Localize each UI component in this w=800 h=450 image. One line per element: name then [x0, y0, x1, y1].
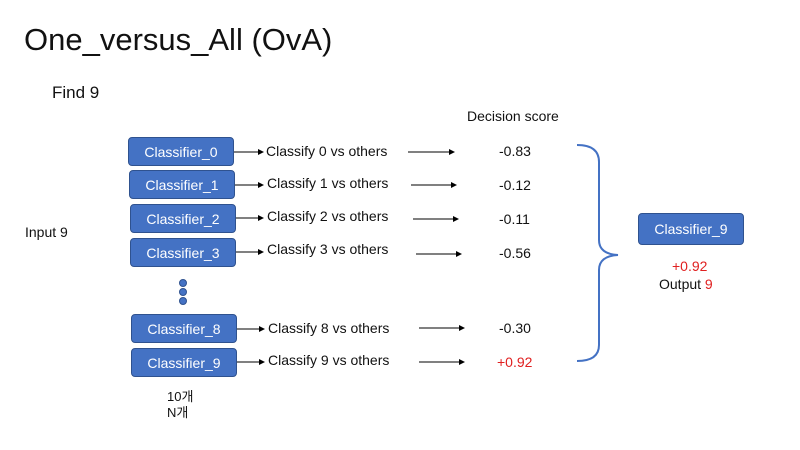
- task-label: Classify 2 vs others: [267, 208, 389, 224]
- ellipsis-dot: [179, 279, 187, 287]
- find-label: Find 9: [52, 83, 100, 102]
- classifier-box: Classifier_2: [130, 204, 236, 233]
- classifier-box: Classifier_3: [130, 238, 236, 267]
- output-classifier-box: Classifier_9: [638, 213, 744, 245]
- right-brace: [576, 144, 619, 362]
- score-value: -0.30: [499, 320, 531, 336]
- classifier-box: Classifier_8: [131, 314, 237, 343]
- task-label: Classify 1 vs others: [267, 175, 389, 191]
- classifier-box: Classifier_0: [128, 137, 234, 166]
- score-value: -0.12: [499, 177, 531, 193]
- classifier-box: Classifier_9: [131, 348, 237, 377]
- score-value: -0.83: [499, 143, 531, 159]
- score-value: -0.56: [499, 245, 531, 261]
- page-title: One_versus_All (OvA): [24, 22, 333, 57]
- input-label: Input 9: [25, 224, 68, 240]
- decision-score-header: Decision score: [467, 108, 559, 124]
- score-value: -0.11: [499, 211, 530, 227]
- task-label: Classify 0 vs others: [266, 143, 388, 159]
- count-label: 10개: [167, 389, 194, 404]
- score-value-highlight: +0.92: [497, 354, 533, 370]
- ellipsis-dot: [179, 297, 187, 305]
- output-label: Output: [659, 276, 702, 292]
- output-line: Output 9: [659, 276, 713, 292]
- output-value: 9: [704, 276, 713, 292]
- ellipsis-dot: [179, 288, 187, 296]
- task-label: Classify 9 vs others: [268, 352, 390, 368]
- task-label: Classify 8 vs others: [268, 320, 390, 336]
- count-label: N개: [167, 405, 189, 420]
- task-label: Classify 3 vs others: [267, 241, 389, 257]
- classifier-box: Classifier_1: [129, 170, 235, 199]
- output-score: +0.92: [672, 258, 708, 274]
